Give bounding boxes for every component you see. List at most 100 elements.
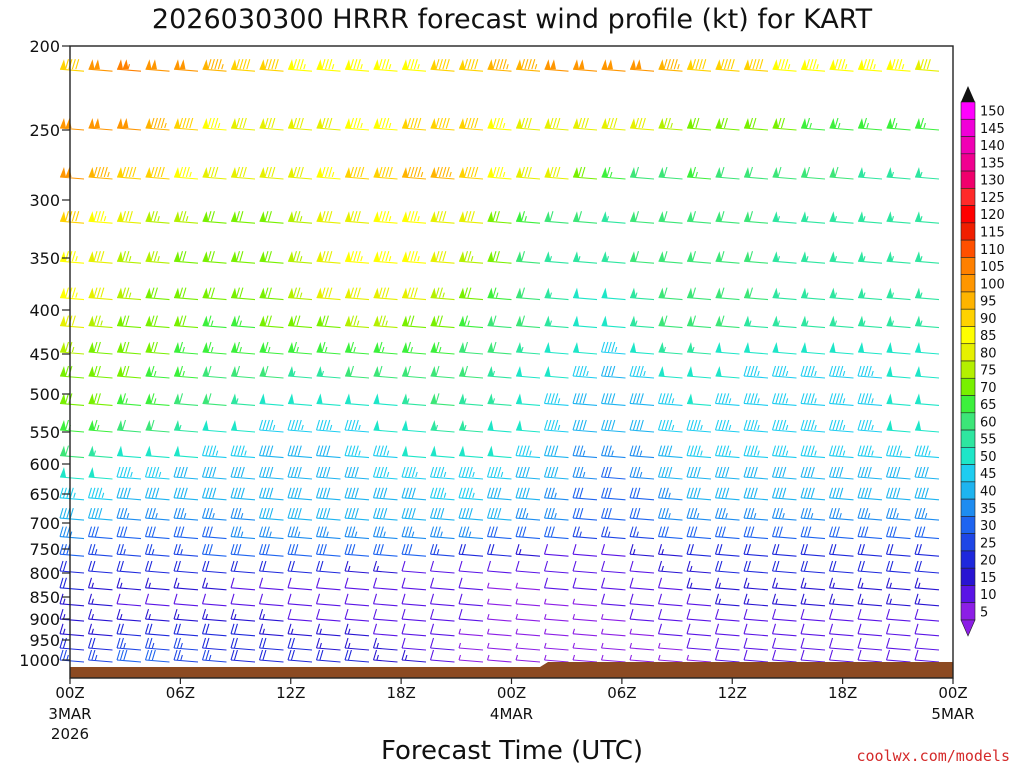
- x-tick-label: 18Z: [386, 684, 415, 702]
- wind-barb: [201, 445, 227, 459]
- wind-barb: [316, 59, 341, 72]
- x-tick-label: 06Z: [166, 684, 195, 702]
- wind-barb: [800, 59, 826, 72]
- wind-barb: [258, 544, 284, 557]
- wind-barb: [344, 166, 370, 180]
- colorbar-label: 10: [980, 588, 997, 603]
- wind-barb: [743, 649, 769, 663]
- wind-barb: [144, 487, 170, 501]
- wind-barb: [543, 560, 569, 574]
- wind-barb: [686, 623, 712, 637]
- wind-barb: [857, 117, 883, 131]
- wind-barb: [629, 419, 655, 433]
- colorbar: 1501451401351301251201151101051009590858…: [960, 86, 1005, 637]
- wind-barb: [287, 211, 313, 224]
- wind-barb: [401, 593, 427, 607]
- wind-barb: [230, 251, 256, 264]
- wind-barb: [429, 608, 455, 622]
- wind-barb: [686, 637, 712, 651]
- wind-barb: [886, 420, 911, 433]
- wind-barb: [743, 315, 769, 329]
- wind-barb: [430, 393, 455, 406]
- wind-barb: [258, 487, 284, 501]
- wind-barb: [572, 419, 598, 433]
- wind-barb: [344, 445, 370, 459]
- wind-barb: [486, 582, 512, 591]
- wind-barb: [829, 287, 854, 301]
- wind-barb: [829, 211, 854, 224]
- wind-barb: [87, 526, 113, 540]
- x-tick-label: 06Z: [607, 684, 636, 702]
- wind-barb: [829, 59, 854, 72]
- wind-barb: [629, 560, 655, 574]
- wind-barb: [430, 365, 455, 379]
- x-axis-label: Forecast Time (UTC): [381, 736, 643, 766]
- wind-barb: [572, 166, 598, 180]
- wind-barb: [572, 642, 598, 651]
- wind-barb: [686, 366, 712, 379]
- wind-barb: [373, 341, 398, 355]
- wind-barb: [572, 560, 598, 574]
- wind-barb: [743, 419, 769, 433]
- wind-barb: [572, 544, 598, 557]
- wind-barb: [828, 637, 854, 651]
- wind-barb: [430, 59, 455, 72]
- wind-barb: [657, 445, 683, 459]
- wind-barb: [714, 487, 740, 501]
- colorbar-label: 85: [980, 329, 997, 344]
- wind-barb: [857, 637, 883, 651]
- wind-barb: [372, 608, 398, 622]
- wind-barb: [116, 507, 142, 521]
- wind-barb: [344, 623, 370, 637]
- wind-barb: [230, 466, 256, 480]
- wind-barb: [59, 419, 85, 433]
- wind-barb: [914, 342, 940, 355]
- wind-barb: [173, 251, 199, 264]
- wind-barb: [544, 59, 569, 72]
- wind-barb: [487, 315, 512, 329]
- wind-barb: [401, 445, 427, 459]
- wind-barb: [714, 608, 740, 622]
- wind-barb: [201, 466, 227, 480]
- wind-barb: [145, 166, 170, 180]
- wind-barb: [857, 393, 883, 406]
- wind-barb: [771, 419, 797, 433]
- wind-barb: [686, 117, 712, 131]
- wind-barb: [287, 445, 313, 459]
- wind-barb: [373, 251, 398, 264]
- wind-barb: [743, 487, 769, 501]
- wind-barb: [173, 287, 199, 301]
- wind-barb: [486, 654, 512, 663]
- wind-barb: [743, 211, 769, 224]
- wind-barb: [145, 419, 170, 433]
- wind-barb: [800, 393, 826, 406]
- wind-barb: [487, 117, 512, 131]
- wind-barb: [401, 315, 427, 329]
- wind-barb: [88, 118, 113, 131]
- wind-barb: [344, 577, 370, 591]
- wind-barb: [657, 419, 683, 433]
- wind-barb: [771, 577, 797, 591]
- wind-barb: [914, 487, 940, 501]
- wind-barb: [914, 526, 940, 540]
- wind-barb: [116, 118, 142, 131]
- wind-barb: [486, 628, 512, 637]
- wind-barb: [87, 649, 113, 663]
- wind-barb: [486, 613, 512, 622]
- wind-barb: [373, 287, 398, 301]
- wind-barb: [657, 393, 683, 406]
- wind-barb: [686, 593, 712, 607]
- wind-barb: [401, 251, 427, 264]
- wind-barb: [828, 419, 854, 433]
- wind-barb: [629, 59, 655, 72]
- colorbar-swatch: [960, 533, 976, 552]
- colorbar-swatch: [960, 360, 976, 379]
- wind-barb: [258, 623, 284, 637]
- x-axis: 00Z 3MAR 2026 06Z 12Z 18Z 00Z 4MAR 06Z 12Z 18Z 00Z 5…: [48, 678, 975, 743]
- wind-barb: [544, 315, 569, 329]
- wind-barb: [287, 487, 313, 501]
- wind-barb: [344, 466, 370, 480]
- wind-barb: [258, 445, 284, 459]
- wind-barb: [458, 654, 484, 663]
